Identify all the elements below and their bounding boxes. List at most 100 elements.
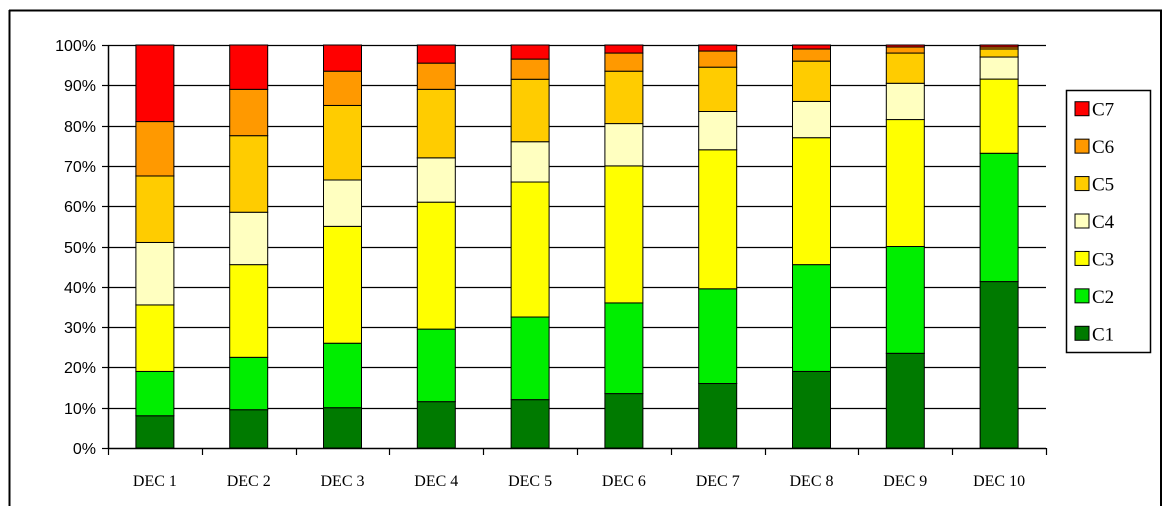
x-tick-label: DEC 7 (696, 473, 740, 490)
bar-segment-c4 (135, 241, 175, 306)
bar-segment-c2 (885, 246, 925, 354)
bar-segment-c1 (229, 409, 269, 449)
bar-segment-c5 (885, 52, 925, 84)
y-tick-label: 10% (64, 401, 96, 418)
bar-segment-c3 (698, 149, 738, 290)
legend-label-c4: C4 (1092, 212, 1115, 233)
y-tick-label: 80% (64, 119, 96, 136)
bar-segment-c3 (604, 165, 644, 304)
bar-segment-c4 (885, 82, 925, 121)
bar-segment-c6 (698, 50, 738, 68)
bar-segment-c1 (698, 383, 738, 449)
bars (135, 44, 1019, 449)
bar-segment-c7 (604, 44, 644, 54)
bar-segment-c4 (510, 141, 550, 183)
legend-label-c3: C3 (1092, 249, 1114, 270)
bar-segment-c3 (885, 119, 925, 247)
bar-segment-c6 (885, 46, 925, 54)
bar-segment-c3 (792, 137, 831, 266)
y-tick-label: 70% (64, 159, 96, 176)
bar-segment-c4 (416, 157, 456, 203)
bar-segment-c3 (510, 181, 550, 318)
legend-swatch-c2 (1074, 288, 1090, 304)
y-tick-label: 50% (64, 240, 96, 257)
legend-label-c1: C1 (1092, 324, 1114, 345)
bar-segment-c7 (323, 44, 362, 72)
bar-segment-c3 (979, 78, 1019, 154)
bar-segment-c5 (416, 88, 456, 159)
bar-segment-c6 (416, 62, 456, 90)
bar-segment-c4 (698, 110, 738, 151)
bar-segment-c1 (323, 407, 362, 449)
bar-segment-c1 (792, 370, 831, 449)
bar-segment-c5 (323, 104, 362, 181)
x-tick-label: DEC 10 (973, 473, 1025, 490)
legend: C7 C6 C5 C4 C3 C2 C1 (1065, 89, 1152, 354)
axes: 0% 10% 20% 30% 40% 50% 60% 70% 80% 90% 100% DEC 1 DE… (55, 38, 1048, 490)
y-tick-label: 100% (55, 38, 96, 55)
legend-label-c5: C5 (1092, 175, 1114, 196)
bar-segment-c2 (979, 152, 1019, 283)
bar-segment-c3 (416, 201, 456, 330)
legend-swatch-c5 (1074, 176, 1090, 192)
bar-segment-c6 (604, 52, 644, 72)
bar-segment-c7 (792, 44, 831, 50)
y-tick-label: 60% (64, 199, 96, 216)
bar-segment-c2 (604, 302, 644, 395)
bar-segment-c2 (792, 264, 831, 372)
legend-swatch-c6 (1074, 138, 1090, 154)
bar-segment-c5 (979, 48, 1019, 58)
y-tick-label: 0% (73, 441, 96, 458)
legend-swatch-c3 (1074, 250, 1090, 266)
bar-segment-c2 (698, 288, 738, 385)
bar-segment-c7 (229, 44, 269, 90)
bar-segment-c1 (135, 415, 175, 449)
y-tick-label: 20% (64, 360, 96, 377)
bar-segment-c5 (510, 78, 550, 143)
bar-segment-c7 (510, 44, 550, 60)
bar-segment-c5 (135, 175, 175, 243)
x-tick-label: DEC 6 (602, 473, 646, 490)
x-tick-label: DEC 2 (227, 473, 271, 490)
bar-segment-c7 (979, 44, 1019, 48)
bar-segment-c6 (510, 58, 550, 80)
bar-segment-c5 (792, 60, 831, 102)
bar-segment-c5 (604, 70, 644, 125)
x-tick-label: DEC 9 (883, 473, 927, 490)
bar-segment-c3 (323, 225, 362, 344)
y-tick-label: 30% (64, 320, 96, 337)
bar-segment-c4 (979, 56, 1019, 80)
bar-segment-c1 (416, 401, 456, 449)
bar-segment-c2 (323, 342, 362, 409)
bar-segment-c1 (510, 399, 550, 449)
bar-segment-c2 (135, 370, 175, 417)
bar-segment-c4 (229, 211, 269, 266)
legend-swatch-c4 (1074, 213, 1090, 229)
y-tick-label: 90% (64, 78, 96, 95)
legend-label-c7: C7 (1092, 100, 1114, 121)
x-tick-label: DEC 1 (133, 473, 177, 490)
bar-segment-c3 (135, 304, 175, 372)
bar-segment-c7 (885, 44, 925, 48)
bar-segment-c2 (229, 356, 269, 411)
bar-segment-c7 (135, 44, 175, 123)
legend-label-c2: C2 (1092, 287, 1114, 308)
x-tick-label: DEC 4 (414, 473, 458, 490)
bar-segment-c1 (604, 393, 644, 449)
bar-segment-c1 (885, 352, 925, 449)
y-tick-label: 40% (64, 280, 96, 297)
bar-segment-c4 (604, 123, 644, 167)
bar-segment-c7 (416, 44, 456, 64)
bar-segment-c6 (792, 48, 831, 62)
legend-label-c6: C6 (1092, 137, 1114, 158)
bar-segment-c5 (698, 66, 738, 112)
legend-swatch-c7 (1074, 101, 1090, 117)
bar-segment-c1 (979, 281, 1019, 449)
bar-segment-c5 (229, 135, 269, 213)
bar-segment-c6 (229, 88, 269, 137)
bar-segment-c2 (510, 316, 550, 401)
legend-swatch-c1 (1074, 325, 1090, 341)
